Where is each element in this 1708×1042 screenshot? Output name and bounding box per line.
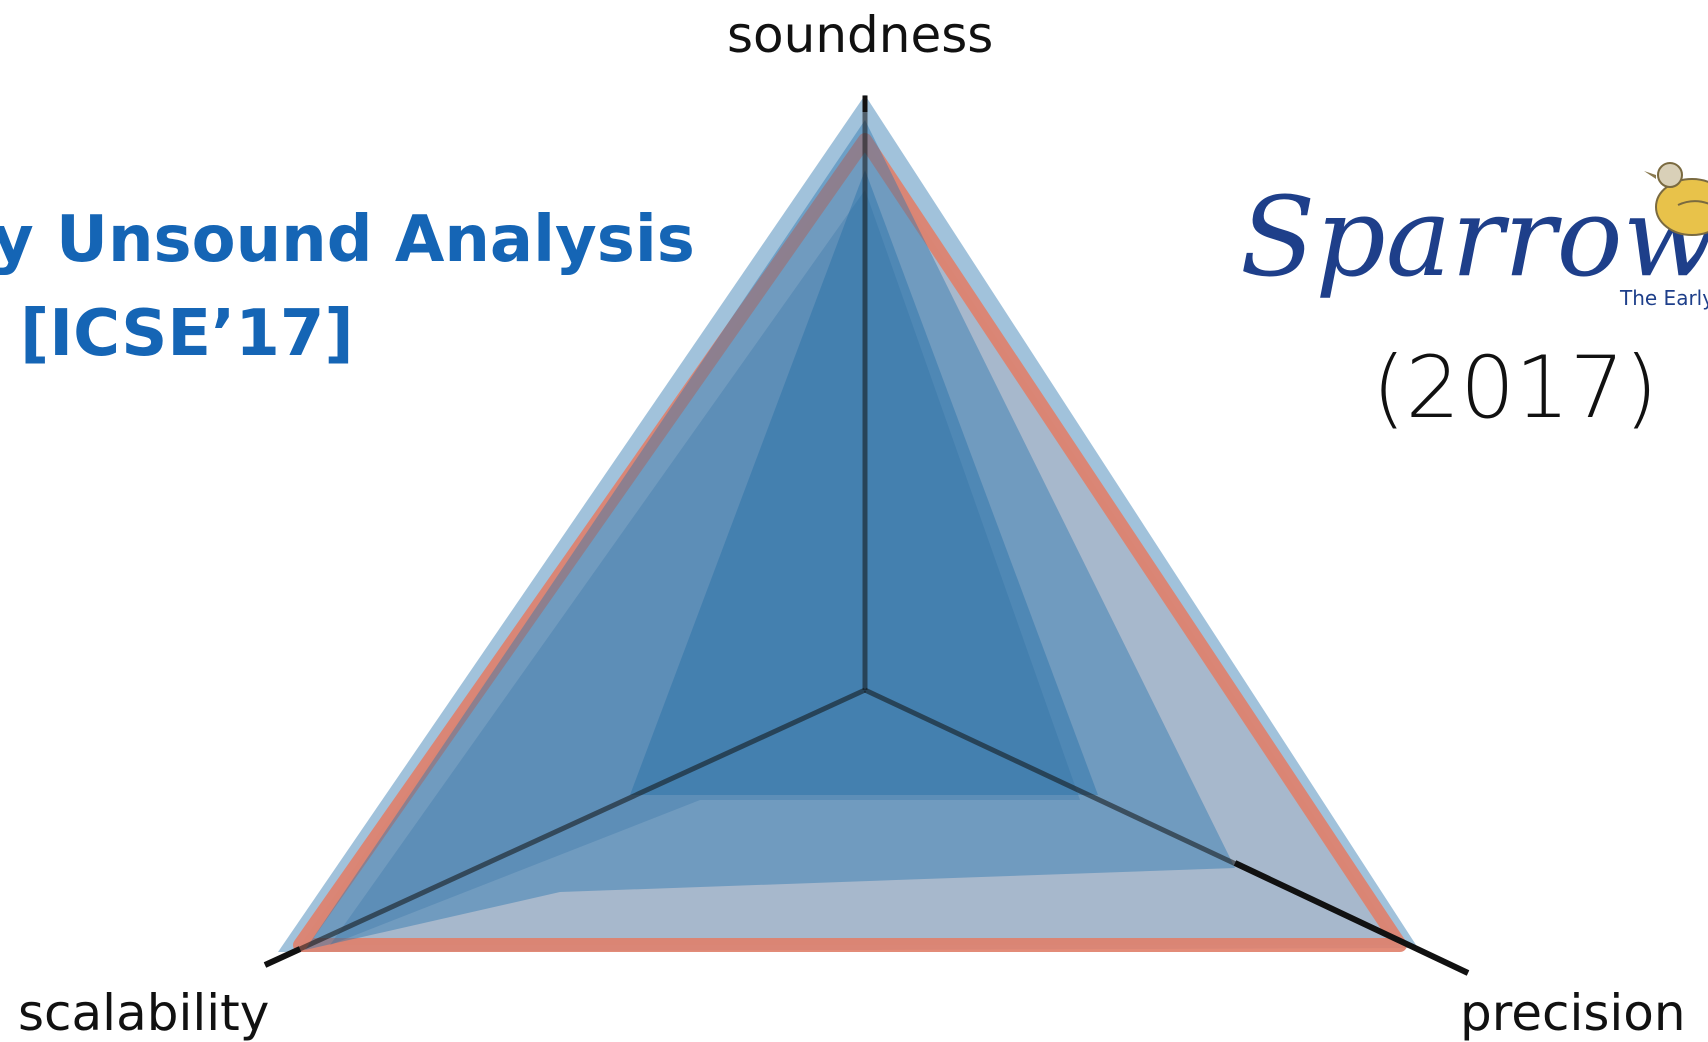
middle-blue-shape [305,120,1235,950]
sparrow-year: (2017) [1372,338,1658,438]
bird-icon [1644,162,1708,236]
red-reference-triangle [293,133,1407,952]
scalability-axis-tip [263,946,302,968]
sparrow-logo-tagline: The Early [1619,286,1708,310]
sparrow-logo: Sparrow The Early [1240,162,1708,310]
paper-venue: [ICSE’17] [20,297,354,371]
soundness-axis-label: soundness [727,6,994,64]
precision-axis-tip [1233,860,1470,976]
precision-axis-label: precision [1460,984,1686,1042]
scalability-axis [263,687,867,968]
paper-title-line1: y Unsound Analysis [0,203,695,277]
sparrow-logo-text: Sparrow [1240,173,1708,301]
core-blue-shape [330,190,1080,945]
scalability-axis-label: scalability [18,984,270,1042]
outer-blue-triangle [278,95,1418,952]
